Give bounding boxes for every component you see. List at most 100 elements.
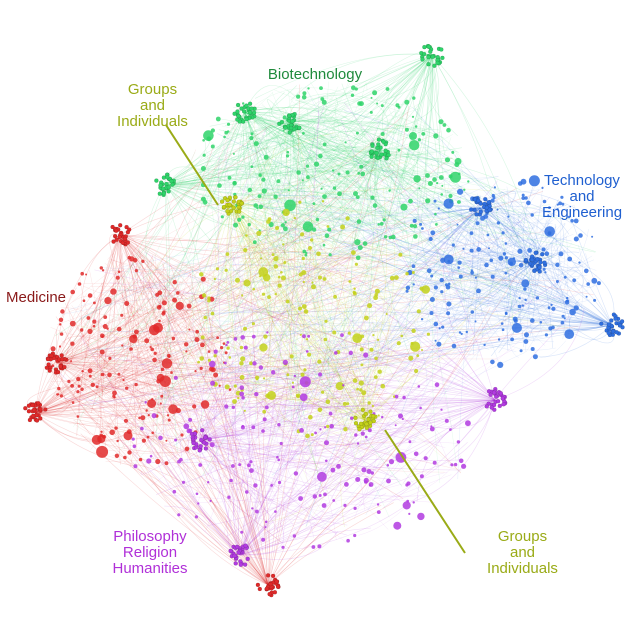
edge [479,207,566,320]
edge [239,495,420,556]
edge [245,178,333,199]
node [421,285,431,294]
edge [302,261,536,398]
node [404,127,409,132]
node [300,372,305,377]
edge [379,149,522,191]
hub-node [161,191,167,196]
label-groups-bottom: Groups and Individuals [487,528,558,577]
node [541,186,544,189]
edge [102,269,518,303]
node [299,428,304,433]
edge [34,337,509,414]
edge [301,379,365,510]
node [560,195,564,199]
node [418,187,421,190]
edge [72,295,117,316]
edge [182,288,233,380]
edge [304,362,344,413]
node [239,391,245,397]
edge [116,292,200,316]
hub-node [236,113,241,119]
node [160,394,164,398]
edge [109,233,132,297]
node [194,337,200,343]
node [523,339,529,344]
edge [303,399,496,550]
edge [61,284,429,316]
edge [251,279,398,341]
edge [239,377,429,556]
node [319,86,323,90]
edge [44,356,201,441]
node [318,153,323,159]
node [421,227,424,230]
edge [100,385,133,429]
edge [226,150,397,401]
edge [431,270,588,280]
edge [490,278,568,349]
node [591,235,594,238]
node [385,313,388,315]
edge [103,364,151,396]
node [311,545,316,549]
node [423,456,428,461]
edge [312,124,331,170]
node [200,342,205,348]
edge [239,327,337,357]
node [303,309,309,314]
edge [343,294,366,421]
edge [199,405,350,441]
edge [351,348,515,456]
node [235,277,240,283]
node [332,330,337,335]
edge [199,421,353,441]
edge [202,323,221,354]
edge [286,204,391,310]
edge [363,114,439,141]
edge [162,459,350,518]
edge [89,149,197,319]
edge [483,256,502,286]
edge [111,258,168,273]
edge [76,324,366,421]
edge [375,172,405,246]
node [593,298,597,302]
edge [168,376,366,421]
edge [479,207,523,235]
node [303,368,307,372]
edge [244,111,317,466]
hub-node [232,111,237,116]
hub-node [49,353,54,358]
edge [307,201,551,218]
edge [193,345,231,390]
node [282,243,285,246]
node [99,349,105,355]
edge [139,374,164,449]
edge [304,317,325,369]
edge [306,286,333,326]
node [578,261,581,264]
node [298,272,303,277]
edge [267,311,396,586]
hub-node [523,257,529,263]
edge [34,146,214,414]
hub-node [619,319,625,324]
edge [164,184,178,453]
node [353,506,357,510]
node [425,173,430,178]
edge [431,54,532,235]
edge [263,419,366,523]
edge [290,100,372,112]
node [463,188,466,191]
edge [320,295,562,355]
node [209,499,212,502]
node [414,368,419,374]
edge [418,155,560,257]
node [302,334,306,339]
edge [331,236,373,426]
node [501,328,505,332]
node [307,352,312,357]
edge [533,340,567,358]
node [429,311,434,315]
